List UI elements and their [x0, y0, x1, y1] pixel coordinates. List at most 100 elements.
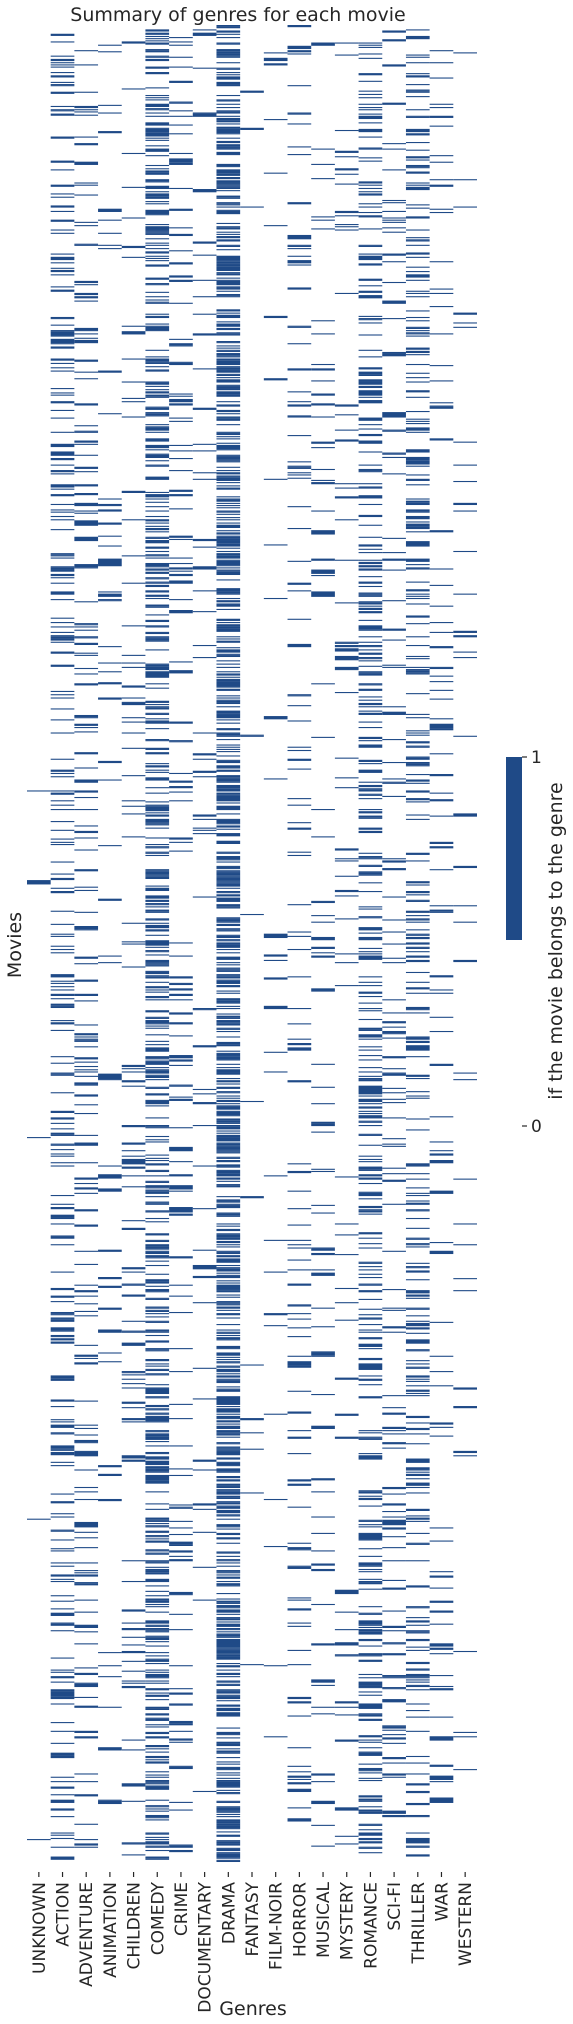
heatmap-cell [216, 1097, 241, 1099]
heatmap-cell [358, 788, 383, 790]
heatmap-cell [121, 1560, 146, 1562]
heatmap-cell [98, 1073, 122, 1080]
heatmap-cell [145, 1562, 170, 1564]
heatmap-cell [405, 1560, 430, 1562]
heatmap-cell [334, 1223, 359, 1225]
heatmap-cell [405, 1097, 430, 1099]
heatmap-cell [358, 981, 383, 983]
heatmap-cell [50, 229, 75, 231]
heatmap-cell [358, 1767, 383, 1771]
heatmap-cell [216, 1264, 241, 1267]
heatmap-cell [121, 1271, 146, 1273]
heatmap-cell [216, 588, 241, 592]
heatmap-cell [145, 903, 170, 905]
heatmap-cell [50, 1516, 75, 1518]
heatmap-cell [216, 1524, 241, 1527]
heatmap-cell [405, 541, 430, 546]
heatmap-cell [216, 1396, 241, 1405]
heatmap-cell [192, 827, 217, 829]
heatmap-cell [216, 485, 241, 487]
heatmap-cell [74, 723, 99, 726]
heatmap-cell [405, 204, 430, 206]
heatmap-cell [169, 361, 193, 363]
heatmap-cell [358, 1106, 383, 1108]
heatmap-cell [358, 595, 383, 597]
heatmap-cell [74, 1631, 99, 1633]
heatmap-cell [358, 672, 383, 674]
heatmap-cell [287, 851, 312, 853]
heatmap-cell [358, 658, 383, 660]
heatmap-cell [358, 1125, 383, 1127]
heatmap-cell [216, 1434, 241, 1436]
heatmap-cell [50, 519, 75, 521]
heatmap-cell [287, 1599, 312, 1601]
heatmap-cell [429, 292, 454, 294]
heatmap-cell [358, 109, 383, 111]
heatmap-cell [74, 790, 99, 792]
heatmap-cell [169, 37, 193, 39]
heatmap-cell [192, 296, 217, 298]
heatmap-cell [334, 429, 359, 431]
heatmap-cell [311, 1773, 335, 1776]
heatmap-cell [98, 1188, 122, 1192]
heatmap-cell [382, 1026, 406, 1028]
heatmap-cell [216, 777, 241, 779]
heatmap-cell [358, 1205, 383, 1209]
heatmap-cell [405, 1385, 430, 1387]
heatmap-cell [50, 1421, 75, 1423]
heatmap-cell [382, 30, 406, 33]
heatmap-cell [216, 1518, 241, 1520]
heatmap-cell [192, 29, 217, 31]
heatmap-cell [216, 511, 241, 513]
heatmap-cell [50, 1565, 75, 1567]
heatmap-cell [382, 1687, 406, 1689]
heatmap-cell [98, 646, 122, 648]
heatmap-cell [358, 322, 383, 324]
heatmap-cell [216, 1240, 241, 1244]
heatmap-cell [405, 1783, 430, 1786]
heatmap-cell [358, 1437, 383, 1439]
heatmap-cell [145, 501, 170, 503]
heatmap-cell [145, 700, 170, 703]
heatmap-cell [311, 441, 335, 444]
heatmap-cell [50, 809, 75, 811]
heatmap-cell [145, 822, 170, 824]
heatmap-cell [405, 240, 430, 242]
heatmap-cell [216, 94, 241, 97]
heatmap-cell [216, 1204, 241, 1206]
heatmap-cell [192, 1045, 217, 1048]
heatmap-cell [74, 1450, 99, 1452]
heatmap-cell [358, 710, 383, 712]
heatmap-cell [358, 122, 383, 124]
heatmap-cell [311, 1247, 335, 1249]
heatmap-cell [145, 525, 170, 527]
heatmap-cell [216, 103, 241, 105]
heatmap-cell [216, 699, 241, 701]
heatmap-cell [216, 719, 241, 721]
heatmap-cell [429, 333, 454, 335]
heatmap-cell [169, 80, 193, 83]
heatmap-cell [50, 1313, 75, 1315]
heatmap-cell [382, 221, 406, 223]
heatmap-cell [216, 956, 241, 960]
heatmap-cell [145, 1846, 170, 1848]
heatmap-cell [74, 1354, 99, 1357]
heatmap-cell [216, 868, 241, 870]
heatmap-cell [216, 1447, 241, 1449]
heatmap-cell [287, 1390, 312, 1392]
heatmap-cell [216, 1180, 241, 1182]
heatmap-cell [311, 468, 335, 471]
x-tick-label-unknown: UNKNOWN [30, 1882, 50, 1974]
heatmap-cell [74, 963, 99, 965]
heatmap-cell [405, 1200, 430, 1202]
heatmap-cell [216, 654, 241, 656]
heatmap-cell [358, 263, 383, 266]
heatmap-cell [216, 1574, 241, 1576]
heatmap-cell [216, 206, 241, 208]
heatmap-cell [145, 315, 170, 317]
heatmap-cell [287, 1318, 312, 1320]
heatmap-cell [216, 470, 241, 472]
heatmap-cell [50, 1449, 75, 1451]
heatmap-cell [429, 799, 454, 802]
heatmap-cell [50, 1799, 75, 1803]
